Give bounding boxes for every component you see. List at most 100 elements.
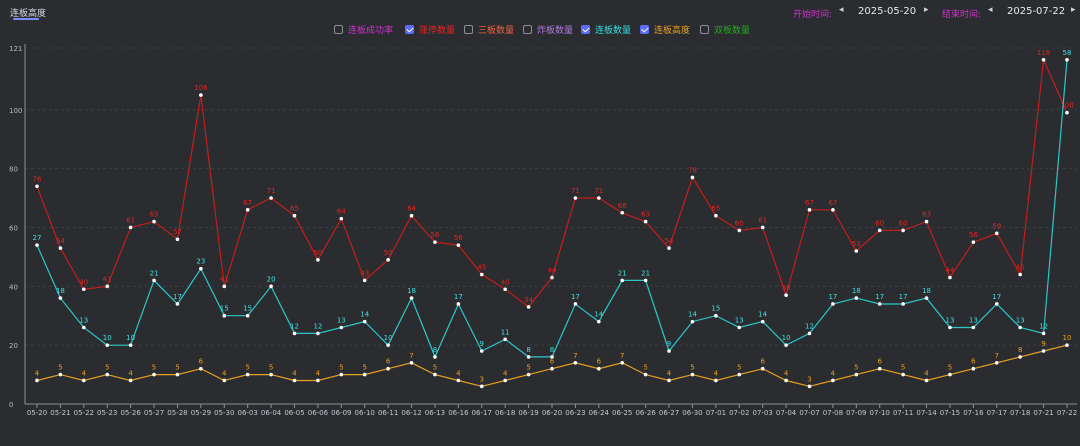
data-label: 6 <box>597 358 602 366</box>
data-label: 5 <box>58 364 62 372</box>
legend-item-three-board-count[interactable]: 三板数量 <box>464 24 514 38</box>
data-point <box>175 372 180 377</box>
data-point <box>854 249 859 253</box>
data-label: 106 <box>194 84 208 92</box>
checkbox-icon[interactable] <box>640 25 649 34</box>
legend-item-consecutive-height[interactable]: 连板高度 <box>640 24 690 38</box>
checkbox-icon[interactable] <box>405 25 414 34</box>
checkbox-icon[interactable] <box>464 25 473 34</box>
data-label: 50 <box>313 249 322 257</box>
data-label: 7 <box>409 352 413 360</box>
data-label: 4 <box>316 369 321 377</box>
x-tick-label: 06-06 <box>308 409 329 417</box>
data-point <box>386 366 390 371</box>
data-label: 64 <box>337 208 346 216</box>
data-point <box>550 275 554 280</box>
data-point <box>807 208 812 212</box>
data-point <box>597 366 601 371</box>
data-label: 5 <box>737 364 741 372</box>
data-point <box>714 378 718 383</box>
legend-item-broken-board-count[interactable]: 炸板数量 <box>523 24 573 38</box>
x-tick-label: 07-14 <box>916 409 937 417</box>
data-label: 15 <box>711 305 720 313</box>
x-tick-label: 06-26 <box>635 409 656 417</box>
start-date-next-icon[interactable]: ▸ <box>924 5 929 15</box>
checkbox-icon[interactable] <box>523 25 532 34</box>
end-date-next-icon[interactable]: ▸ <box>1071 5 1076 15</box>
data-point <box>737 372 742 377</box>
legend-label: 涨停数量 <box>419 26 456 36</box>
data-label: 5 <box>854 364 858 372</box>
data-label: 44 <box>945 266 954 274</box>
data-point <box>35 378 39 383</box>
checkbox-icon[interactable] <box>700 25 709 34</box>
data-label: 60 <box>899 219 908 227</box>
x-tick-label: 06-04 <box>261 409 282 417</box>
data-label: 12 <box>1039 322 1048 330</box>
data-label: 44 <box>548 266 557 274</box>
data-label: 61 <box>126 216 135 224</box>
data-label: 65 <box>290 205 299 213</box>
data-point <box>58 246 63 250</box>
data-label: 45 <box>1016 264 1025 272</box>
legend: 连板成功率 涨停数量 三板数量 炸板数量 连板数量 连板高度 双板数量 <box>0 23 1080 39</box>
data-point <box>339 216 344 221</box>
legend-item-double-board-count[interactable]: 双板数量 <box>700 24 750 38</box>
data-point <box>526 305 531 309</box>
start-date-prev-icon[interactable]: ◂ <box>839 5 844 15</box>
data-point <box>292 331 297 336</box>
data-label: 14 <box>360 311 369 319</box>
legend-item-limit-up-count[interactable]: 涨停数量 <box>405 24 455 38</box>
data-point <box>222 313 227 318</box>
data-point <box>82 378 86 383</box>
data-point <box>58 372 63 377</box>
start-date-value[interactable]: 2025-05-20 <box>858 6 917 17</box>
data-label: 15 <box>243 305 252 313</box>
data-point <box>479 384 484 389</box>
data-point <box>222 284 227 289</box>
data-point <box>690 319 695 324</box>
data-label: 9 <box>1041 340 1045 348</box>
data-point <box>901 372 905 377</box>
data-point <box>245 372 250 377</box>
data-point <box>456 243 461 247</box>
end-date-label: 结束时间: <box>942 10 982 20</box>
x-tick-label: 07-18 <box>1010 409 1030 417</box>
checkbox-icon[interactable] <box>334 25 343 34</box>
data-label: 18 <box>407 287 416 295</box>
x-tick-label: 06-23 <box>565 409 585 417</box>
legend-item-consecutive-count[interactable]: 连板数量 <box>581 24 631 38</box>
data-point <box>620 278 625 283</box>
data-point <box>433 372 437 377</box>
data-point <box>877 228 882 233</box>
data-label: 18 <box>56 287 65 295</box>
data-point <box>199 266 203 271</box>
data-point <box>643 219 648 224</box>
x-tick-label: 07-02 <box>729 409 749 417</box>
data-point <box>175 302 180 306</box>
data-point <box>456 378 461 383</box>
data-point <box>35 243 39 247</box>
legend-label: 三板数量 <box>478 26 515 36</box>
data-point <box>526 355 531 359</box>
data-point <box>854 372 859 377</box>
data-point <box>105 284 110 289</box>
data-label: 78 <box>688 166 697 174</box>
data-label: 17 <box>992 293 1001 301</box>
data-point <box>643 278 648 283</box>
checkbox-icon[interactable] <box>581 25 590 34</box>
data-label: 66 <box>618 202 627 210</box>
data-label: 56 <box>430 231 439 239</box>
data-point <box>597 319 601 324</box>
data-label: 53 <box>852 240 861 248</box>
tab-lianban-height[interactable]: 连板高度 <box>10 9 47 19</box>
data-label: 20 <box>267 275 276 283</box>
data-point <box>526 372 531 377</box>
end-date-value[interactable]: 2025-07-22 <box>1007 6 1066 17</box>
data-label: 3 <box>480 375 484 383</box>
end-date-prev-icon[interactable]: ◂ <box>988 5 993 15</box>
x-tick-label: 07-07 <box>799 409 819 417</box>
data-point <box>1041 349 1046 353</box>
legend-item-success-rate[interactable]: 连板成功率 <box>334 24 393 38</box>
data-point <box>760 319 765 324</box>
